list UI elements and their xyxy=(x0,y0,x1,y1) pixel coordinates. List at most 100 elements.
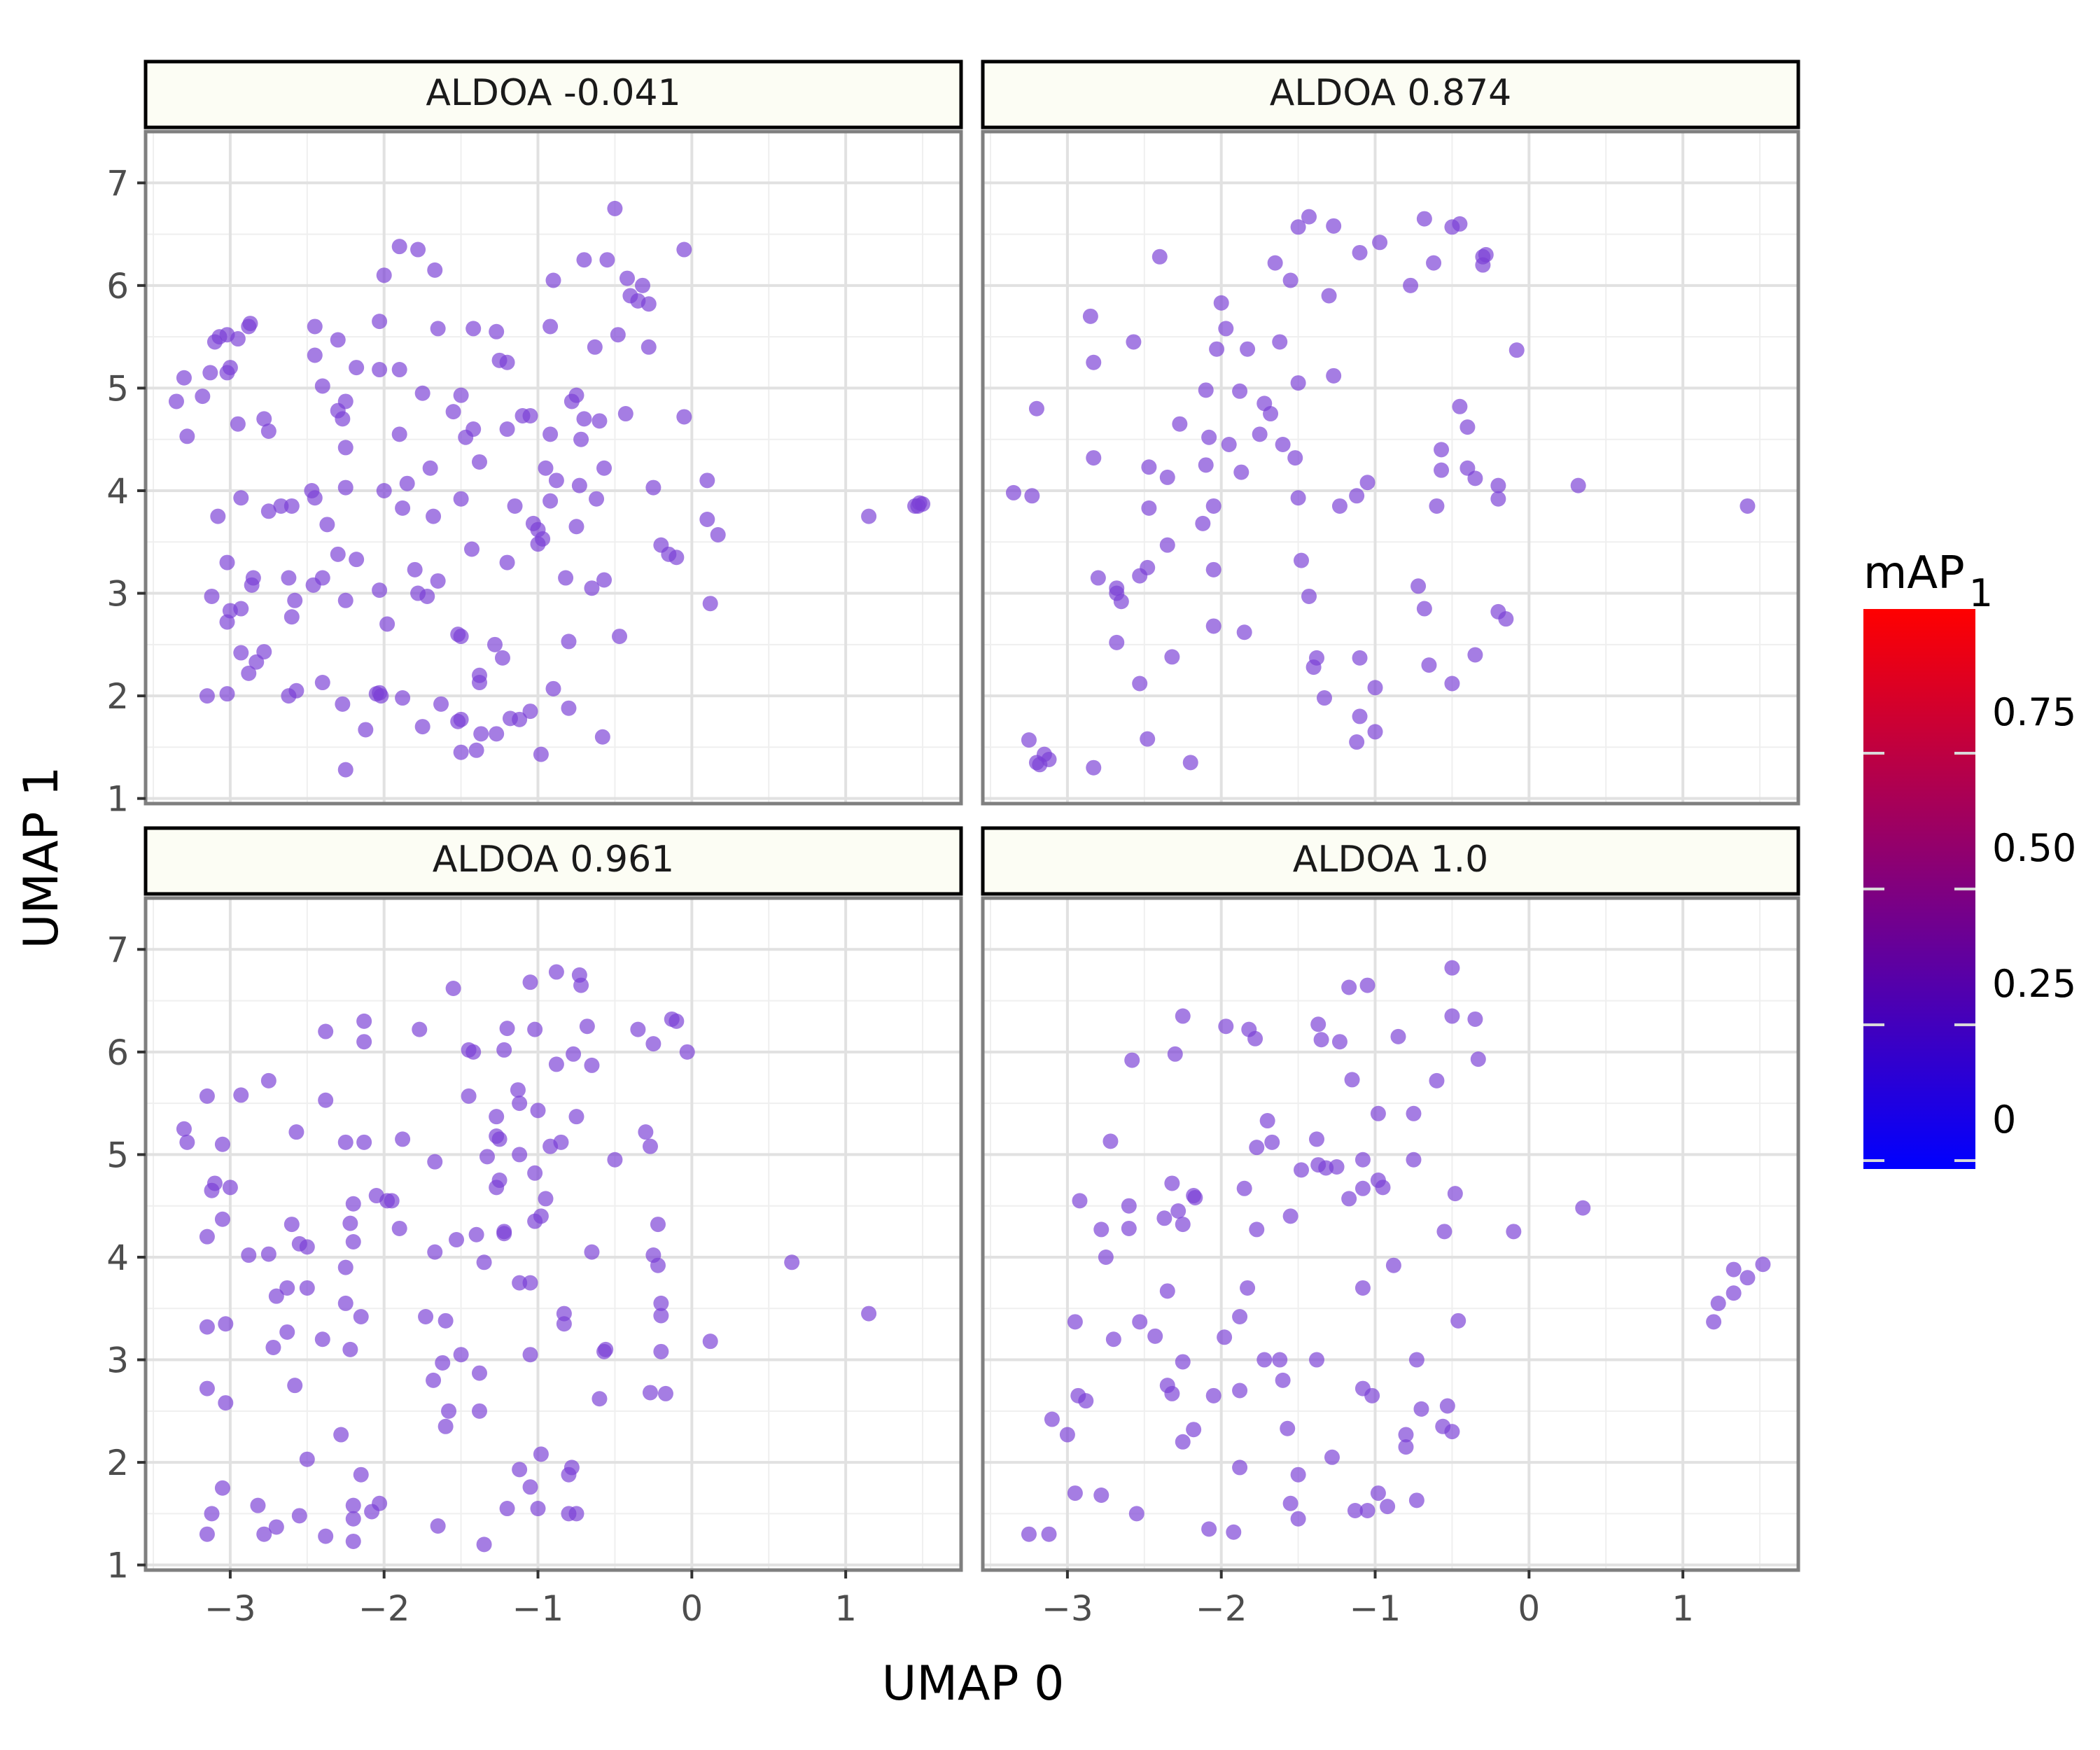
scatter-point xyxy=(1290,219,1306,235)
scatter-point xyxy=(1439,1398,1455,1414)
scatter-point xyxy=(337,1259,354,1275)
scatter-point xyxy=(1159,1283,1175,1299)
scatter-point xyxy=(418,1308,434,1324)
scatter-point xyxy=(512,1275,528,1291)
scatter-point xyxy=(445,980,461,996)
scatter-point xyxy=(533,1208,549,1224)
scatter-point xyxy=(199,688,215,704)
scatter-point xyxy=(1259,1113,1275,1129)
scatter-point xyxy=(1406,1105,1422,1121)
colorbar-legend: mAP 1 0 0.25 0.50 0.75 xyxy=(1863,547,2076,1169)
scatter-point xyxy=(479,1149,495,1165)
scatter-point xyxy=(233,601,249,617)
scatter-point xyxy=(222,1180,238,1196)
scatter-point xyxy=(522,407,538,424)
scatter-point xyxy=(314,675,330,691)
scatter-point xyxy=(1132,676,1148,692)
scatter-point xyxy=(204,1182,220,1198)
scatter-point xyxy=(430,1518,446,1534)
scatter-point xyxy=(241,665,257,681)
scatter-point xyxy=(1218,1018,1234,1035)
scatter-point xyxy=(345,1233,361,1250)
scatter-point xyxy=(556,1316,572,1332)
scatter-point xyxy=(337,762,354,778)
scatter-point xyxy=(573,431,589,447)
scatter-point xyxy=(219,554,235,570)
scatter-point xyxy=(642,1138,658,1154)
scatter-point xyxy=(1182,755,1198,771)
scatter-point xyxy=(284,1217,300,1233)
scatter-point xyxy=(1028,400,1044,416)
scatter-point xyxy=(1367,680,1383,696)
scatter-point xyxy=(548,472,564,489)
scatter-point xyxy=(335,696,351,712)
scatter-point xyxy=(653,1308,669,1324)
scatter-point xyxy=(349,552,365,568)
scatter-point xyxy=(353,1466,369,1483)
scatter-point xyxy=(395,500,411,516)
scatter-point xyxy=(1232,1308,1248,1324)
scatter-point xyxy=(568,519,584,535)
scatter-point xyxy=(1272,1352,1288,1368)
scatter-point xyxy=(1444,960,1460,976)
scatter-point xyxy=(1005,484,1021,500)
scatter-point xyxy=(1326,218,1342,234)
scatter-point xyxy=(538,1191,554,1207)
scatter-point xyxy=(489,1109,505,1125)
scatter-point xyxy=(214,1480,230,1496)
scatter-point xyxy=(1410,578,1427,594)
scatter-point xyxy=(1290,1511,1306,1527)
scatter-point xyxy=(199,1228,215,1245)
scatter-point xyxy=(612,629,628,645)
scatter-point xyxy=(499,1021,515,1037)
y-tick-label: 3 xyxy=(106,1340,129,1381)
scatter-point xyxy=(284,498,300,514)
scatter-point xyxy=(1294,552,1310,568)
scatter-point xyxy=(596,460,612,476)
scatter-point xyxy=(710,527,726,542)
x-axis-title: UMAP 0 xyxy=(882,1656,1065,1712)
scatter-point xyxy=(230,331,246,347)
facet-panel: ALDOA 0.874 xyxy=(981,59,1800,806)
scatter-point xyxy=(1082,308,1098,324)
scatter-point xyxy=(640,339,657,355)
scatter-point xyxy=(1506,1224,1522,1240)
scatter-point xyxy=(489,726,505,742)
scatter-point xyxy=(1413,1401,1429,1417)
scatter-point xyxy=(1406,1152,1422,1168)
scatter-point xyxy=(1372,234,1388,251)
scatter-point xyxy=(1426,255,1442,271)
scatter-point xyxy=(1301,209,1317,225)
scatter-point xyxy=(576,252,592,268)
scatter-point xyxy=(1275,437,1291,453)
scatter-point xyxy=(453,387,469,403)
scatter-point xyxy=(256,1526,272,1542)
y-tick-label: 4 xyxy=(106,1238,129,1278)
scatter-point xyxy=(1164,1385,1180,1401)
scatter-point xyxy=(330,332,346,348)
scatter-point xyxy=(1508,342,1525,358)
scatter-point xyxy=(199,1319,215,1335)
y-tick-label: 1 xyxy=(106,779,129,820)
scatter-point xyxy=(1282,1208,1298,1224)
scatter-point xyxy=(1201,429,1217,445)
scatter-point xyxy=(507,498,523,514)
x-tick-label: −3 xyxy=(204,1588,256,1629)
scatter-point xyxy=(1164,649,1180,665)
scatter-point xyxy=(287,592,303,608)
scatter-point xyxy=(1267,255,1283,271)
scatter-point xyxy=(265,1339,281,1355)
scatter-point xyxy=(1467,1011,1483,1027)
scatter-point xyxy=(241,318,257,335)
scatter-point xyxy=(356,1013,372,1029)
scatter-point xyxy=(1470,1051,1486,1068)
scatter-point xyxy=(1205,561,1222,578)
scatter-point xyxy=(1444,1424,1460,1440)
scatter-point xyxy=(522,1347,538,1363)
scatter-point xyxy=(620,270,636,286)
scatter-point xyxy=(1140,731,1156,747)
scatter-point xyxy=(1059,1427,1075,1443)
scatter-point xyxy=(861,1306,877,1322)
scatter-point xyxy=(610,327,626,343)
scatter-point xyxy=(1370,1105,1386,1121)
